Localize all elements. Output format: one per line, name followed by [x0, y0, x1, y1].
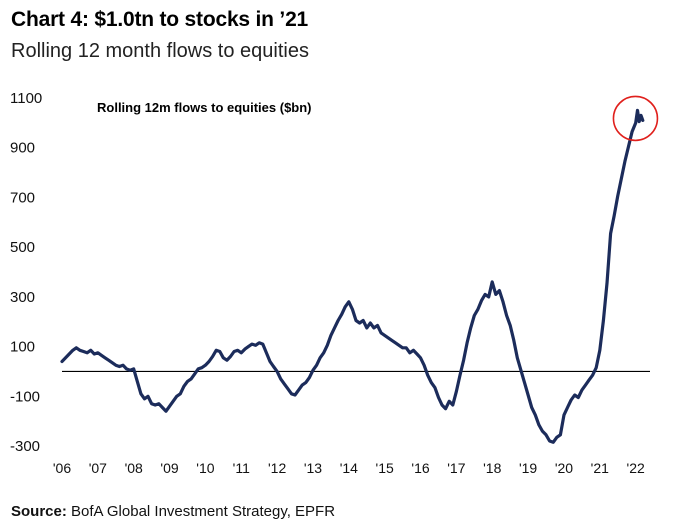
y-axis: 1100 900 700 500 300 100 -100 -300	[10, 90, 42, 455]
x-tick-label: '14	[340, 460, 358, 476]
x-tick-label: '07	[89, 460, 107, 476]
x-tick-label: '20	[555, 460, 573, 476]
highlight-circle	[612, 95, 659, 142]
x-tick-label: '06	[53, 460, 71, 476]
y-tick-label: 700	[10, 189, 35, 206]
x-tick-label: '09	[160, 460, 178, 476]
x-tick-label: '13	[304, 460, 322, 476]
series-line	[60, 108, 645, 444]
x-tick-label: '08	[125, 460, 143, 476]
y-tick-label: 900	[10, 140, 35, 157]
source-text: BofA Global Investment Strategy, EPFR	[71, 503, 336, 520]
x-tick-label: '16	[411, 460, 429, 476]
chart-area: 1100 900 700 500 300 100 -100 -300 '06 '07 '08 '09…	[0, 80, 700, 480]
y-tick-label: -300	[10, 438, 40, 455]
y-tick-label: 300	[10, 289, 35, 306]
x-axis: '06 '07 '08 '09 '10 '11 '12 '13 '14 '15 '16 '17 '18 '…	[53, 460, 645, 476]
y-tick-label: 500	[10, 239, 35, 256]
x-tick-label: '10	[196, 460, 214, 476]
line-chart: 1100 900 700 500 300 100 -100 -300 '06 '07 '08 '09…	[10, 90, 659, 476]
x-tick-label: '18	[483, 460, 501, 476]
x-tick-label: '21	[591, 460, 609, 476]
y-tick-label: -100	[10, 388, 40, 405]
x-tick-label: '11	[233, 460, 250, 476]
x-tick-label: '17	[447, 460, 465, 476]
chart-annotation: Rolling 12m flows to equities ($bn)	[97, 100, 312, 115]
x-tick-label: '15	[376, 460, 394, 476]
source-label: Source:	[11, 503, 67, 520]
y-tick-label: 100	[10, 339, 35, 356]
x-tick-label: '19	[519, 460, 537, 476]
x-tick-label: '12	[268, 460, 286, 476]
y-tick-label: 1100	[10, 90, 42, 107]
source-note: Source: BofA Global Investment Strategy,…	[11, 503, 335, 520]
x-tick-label: '22	[627, 460, 645, 476]
chart-title: Chart 4: $1.0tn to stocks in ’21	[11, 8, 309, 31]
chart-subtitle: Rolling 12 month flows to equities	[11, 40, 309, 62]
